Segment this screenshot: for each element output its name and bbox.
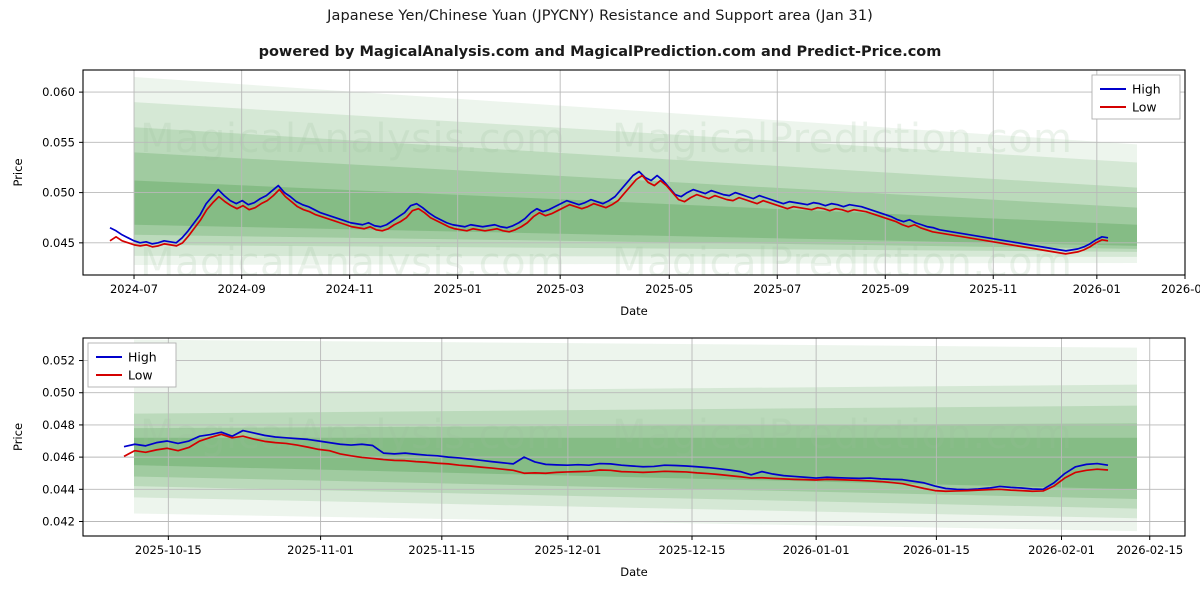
watermark-text: MagicalAnalysis.com [140, 240, 566, 286]
grid-vertical [167, 338, 1151, 536]
x-tick-label: 2025-11-15 [408, 543, 475, 557]
series-group [123, 429, 1109, 493]
y-tick-label: 0.042 [42, 515, 75, 529]
x-tick-label: 2024-11 [326, 282, 374, 296]
page-title: Japanese Yen/Chinese Yuan (JPYCNY) Resis… [327, 8, 873, 24]
x-tick-label: 2025-12-15 [659, 543, 726, 557]
y-axis: 0.042 0.044 0.046 0.048 0.050 0.052 Price [11, 354, 83, 529]
y-tick-label: 0.055 [42, 135, 75, 149]
watermark-text: MagicalPrediction.com [612, 412, 1073, 458]
page-subtitle: powered by MagicalAnalysis.com and Magic… [258, 44, 942, 60]
watermark-text: MagicalPrediction.com [612, 116, 1073, 162]
upper-chart-panel: MagicalAnalysis.com MagicalPrediction.com… [0, 62, 1200, 324]
x-tick-label: 2026-03 [1161, 282, 1200, 296]
x-axis-label: Date [620, 565, 648, 579]
x-tick-label: 2025-09 [861, 282, 909, 296]
x-tick-label: 2026-02-15 [1116, 543, 1183, 557]
axes-frame [82, 69, 1186, 276]
legend-label-high: High [128, 350, 157, 365]
y-tick-label: 0.052 [42, 354, 75, 368]
y-tick-label: 0.050 [42, 186, 75, 200]
band-layer-4 [134, 423, 1137, 499]
series-line-high [123, 429, 1109, 491]
band-layer-5 [134, 437, 1137, 490]
lower-chart-svg[interactable]: MagicalAnalysis.com MagicalPrediction.com… [0, 326, 1200, 600]
y-tick-label: 0.045 [42, 236, 75, 250]
watermark-group: MagicalAnalysis.com MagicalPrediction.com… [140, 116, 1073, 286]
y-axis-label: Price [11, 423, 25, 451]
band-layer-2 [134, 384, 1137, 519]
x-axis: 2025-10-15 2025-11-01 2025-11-15 2025-12-01… [135, 536, 1183, 579]
y-tick-label: 0.044 [42, 482, 75, 496]
x-tick-label: 2025-05 [645, 282, 693, 296]
legend-label-low: Low [128, 368, 153, 383]
y-tick-label: 0.060 [42, 85, 75, 99]
legend-label-high: High [1132, 82, 1161, 97]
y-tick-label: 0.050 [42, 386, 75, 400]
series-line-high [109, 170, 1109, 252]
series-line-low [109, 174, 1109, 255]
x-tick-label: 2024-07 [110, 282, 158, 296]
x-tick-label: 2024-09 [218, 282, 266, 296]
x-axis: 2024-07 2024-09 2024-11 2025-01 2025-03 2025-… [110, 275, 1200, 318]
y-axis: 0.045 0.050 0.055 0.060 Price [11, 85, 83, 250]
x-tick-label: 2025-01 [434, 282, 482, 296]
y-axis-label: Price [11, 158, 25, 186]
y-tick-label: 0.048 [42, 418, 75, 432]
axes-frame [82, 337, 1186, 537]
x-tick-label: 2025-11 [969, 282, 1017, 296]
x-tick-label: 2025-10-15 [135, 543, 202, 557]
upper-chart-svg[interactable]: MagicalAnalysis.com MagicalPrediction.com… [0, 62, 1200, 324]
watermark-text: MagicalPrediction.com [612, 240, 1073, 286]
x-axis-label: Date [620, 304, 648, 318]
x-tick-label: 2025-11-01 [287, 543, 354, 557]
legend-label-low: Low [1132, 100, 1157, 115]
x-tick-label: 2025-07 [753, 282, 801, 296]
series-line-low [123, 433, 1109, 493]
band-layer-1 [134, 339, 1137, 532]
legend[interactable]: High Low [87, 342, 177, 388]
x-tick-label: 2025-03 [536, 282, 584, 296]
legend[interactable]: High Low [1091, 74, 1181, 120]
watermark-text: MagicalAnalysis.com [140, 116, 566, 162]
x-tick-label: 2026-01-01 [783, 543, 850, 557]
x-tick-label: 2026-01 [1073, 282, 1121, 296]
grid-vertical [133, 70, 1098, 275]
watermark-group: MagicalAnalysis.com MagicalPrediction.com [140, 412, 1073, 458]
y-tick-label: 0.046 [42, 450, 75, 464]
band-layer-3 [134, 127, 1137, 252]
series-group [109, 170, 1109, 255]
lower-chart-panel: MagicalAnalysis.com MagicalPrediction.com… [0, 326, 1200, 600]
x-tick-label: 2026-02-01 [1028, 543, 1095, 557]
x-tick-label: 2025-12-01 [534, 543, 601, 557]
support-resistance-bands [134, 339, 1137, 532]
x-tick-label: 2026-01-15 [903, 543, 970, 557]
